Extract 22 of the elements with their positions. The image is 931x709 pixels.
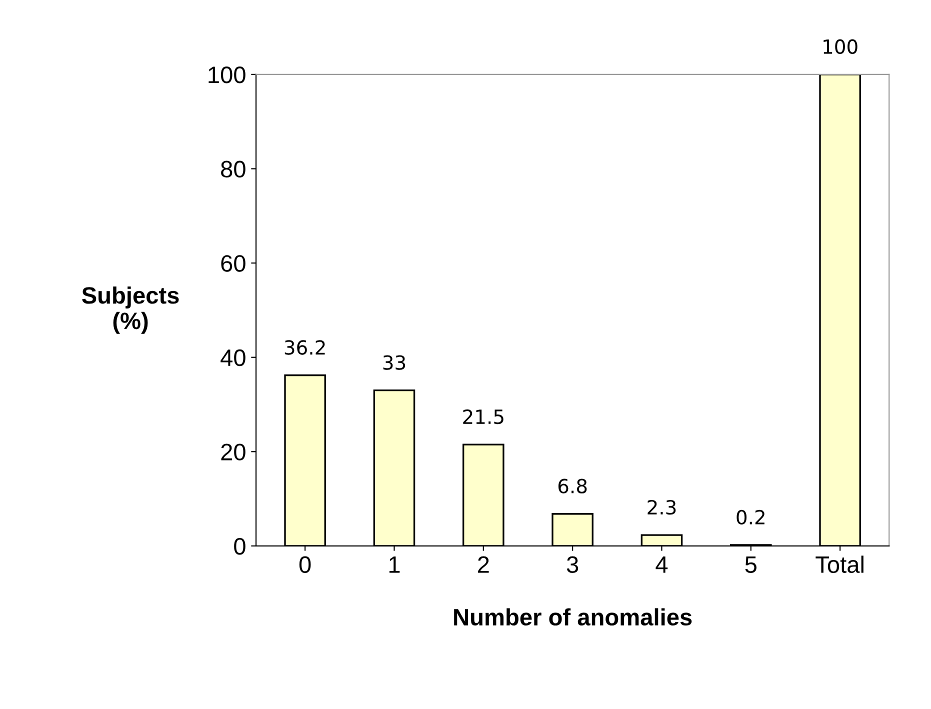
data-label: 2.3 <box>648 500 676 515</box>
x-tick-label: 2 <box>478 556 489 573</box>
y-tick-label: 0 <box>234 538 246 555</box>
x-tick-label: 0 <box>299 556 311 573</box>
y-tick-label: 60 <box>221 255 246 272</box>
data-label: 21.5 <box>463 409 504 424</box>
data-label: 36.2 <box>284 340 325 355</box>
data-label: 33 <box>383 355 406 370</box>
x-tick-label: Total <box>816 556 864 573</box>
y-axis-title: Subjects (%) <box>82 286 179 334</box>
data-label: 0.2 <box>736 510 764 525</box>
x-tick-label: 4 <box>656 556 668 573</box>
y-tick-label: 20 <box>221 444 246 460</box>
y-tick-label: 40 <box>220 349 246 366</box>
data-label: 100 <box>824 39 858 54</box>
y-tick-label: 100 <box>208 66 246 84</box>
x-axis-title: Number of anomalies <box>454 608 692 626</box>
x-tick-label: 5 <box>745 556 756 573</box>
data-label: 6.8 <box>558 478 587 494</box>
x-tick-label: 3 <box>566 556 578 573</box>
x-tick-label: 1 <box>389 556 400 573</box>
y-tick-label: 80 <box>221 160 246 178</box>
